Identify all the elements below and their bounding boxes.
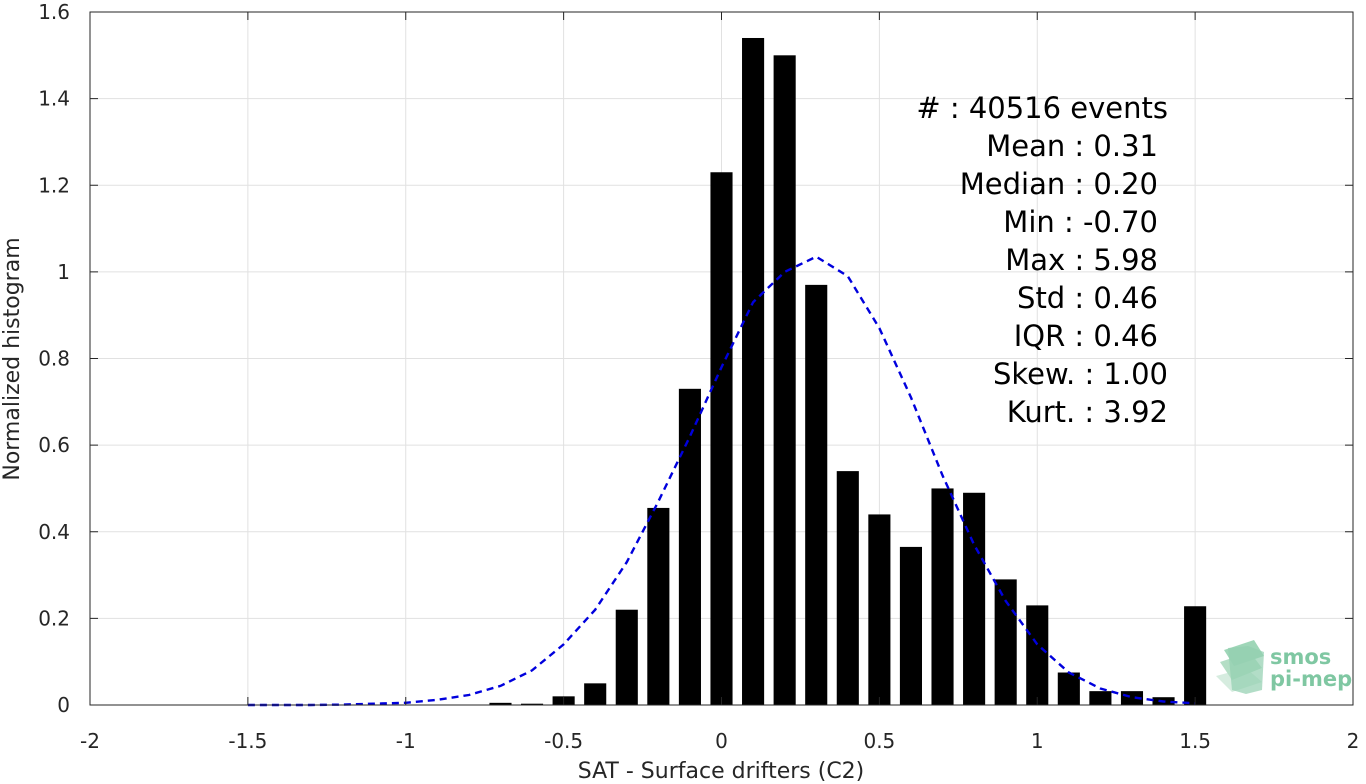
x-tick-label: -0.5: [544, 729, 583, 753]
histogram-bar: [963, 492, 986, 705]
stat-events: # : 40516 events: [916, 91, 1168, 125]
histogram-bars: [489, 37, 1207, 706]
histogram-bar: [994, 579, 1017, 705]
y-tick-label: 1.4: [38, 87, 70, 111]
stat-skew: Skew. : 1.00: [993, 357, 1168, 391]
stat-kurt: Kurt. : 3.92: [1007, 395, 1168, 429]
histogram-bar: [1184, 606, 1207, 705]
x-tick-label: 2: [1347, 729, 1360, 753]
histogram-bar: [805, 284, 828, 705]
histogram-bar: [742, 37, 765, 706]
y-tick-label: 0.8: [38, 347, 70, 371]
x-tick-label: -1: [396, 729, 416, 753]
y-tick-label: 0.6: [38, 433, 70, 457]
y-tick-label: 0: [57, 693, 70, 717]
y-tick-label: 1.6: [38, 0, 70, 24]
logo-text-pi-mep: pi-mep: [1270, 667, 1352, 691]
stat-std: Std : 0.46: [1017, 281, 1158, 315]
x-tick-label: -2: [80, 729, 100, 753]
histogram-bar: [868, 514, 891, 705]
histogram-bar: [1057, 672, 1080, 705]
stat-median: Median : 0.20: [960, 167, 1158, 201]
histogram-bar: [710, 172, 733, 706]
histogram-bar: [1026, 605, 1049, 705]
x-tick-label: 0.5: [863, 729, 895, 753]
x-tick-label: 1: [1031, 729, 1044, 753]
smos-pi-mep-logo: smos pi-mep: [1216, 640, 1352, 694]
x-tick-label: 0: [715, 729, 728, 753]
y-axis-label: Normalized histogram: [0, 237, 25, 480]
histogram-bar: [520, 703, 544, 705]
histogram-bar: [647, 507, 670, 705]
histogram-bar: [899, 546, 923, 705]
y-axis-ticks: 0 0.2 0.4 0.6 0.8 1 1.2 1.4 1.6: [38, 0, 1353, 717]
y-tick-label: 1.2: [38, 173, 70, 197]
stat-max: Max : 5.98: [1005, 243, 1158, 277]
statistics-box: # : 40516 events Mean : 0.31 Median : 0.…: [916, 91, 1168, 429]
y-tick-label: 0.2: [38, 606, 70, 630]
logo-text-smos: smos: [1270, 645, 1331, 669]
histogram-bar: [931, 488, 954, 705]
histogram-bar: [1089, 691, 1112, 705]
histogram-bar: [773, 55, 796, 705]
histogram-bar: [678, 388, 701, 705]
histogram-bar: [584, 683, 607, 705]
histogram-bar: [615, 609, 638, 705]
y-tick-label: 1: [57, 260, 70, 284]
x-axis-ticks: -2 -1.5 -1 -0.5 0 0.5 1 1.5 2: [80, 12, 1359, 753]
x-tick-label: 1.5: [1179, 729, 1211, 753]
x-tick-label: -1.5: [228, 729, 267, 753]
y-tick-label: 0.4: [38, 520, 70, 544]
histogram-bar: [489, 702, 512, 705]
stat-mean: Mean : 0.31: [986, 129, 1158, 163]
logo-mark-icon: [1216, 640, 1264, 694]
stat-min: Min : -0.70: [1003, 205, 1158, 239]
x-axis-label: SAT - Surface drifters (C2): [578, 759, 865, 784]
stat-iqr: IQR : 0.46: [1014, 319, 1158, 353]
histogram-bar: [836, 471, 859, 705]
